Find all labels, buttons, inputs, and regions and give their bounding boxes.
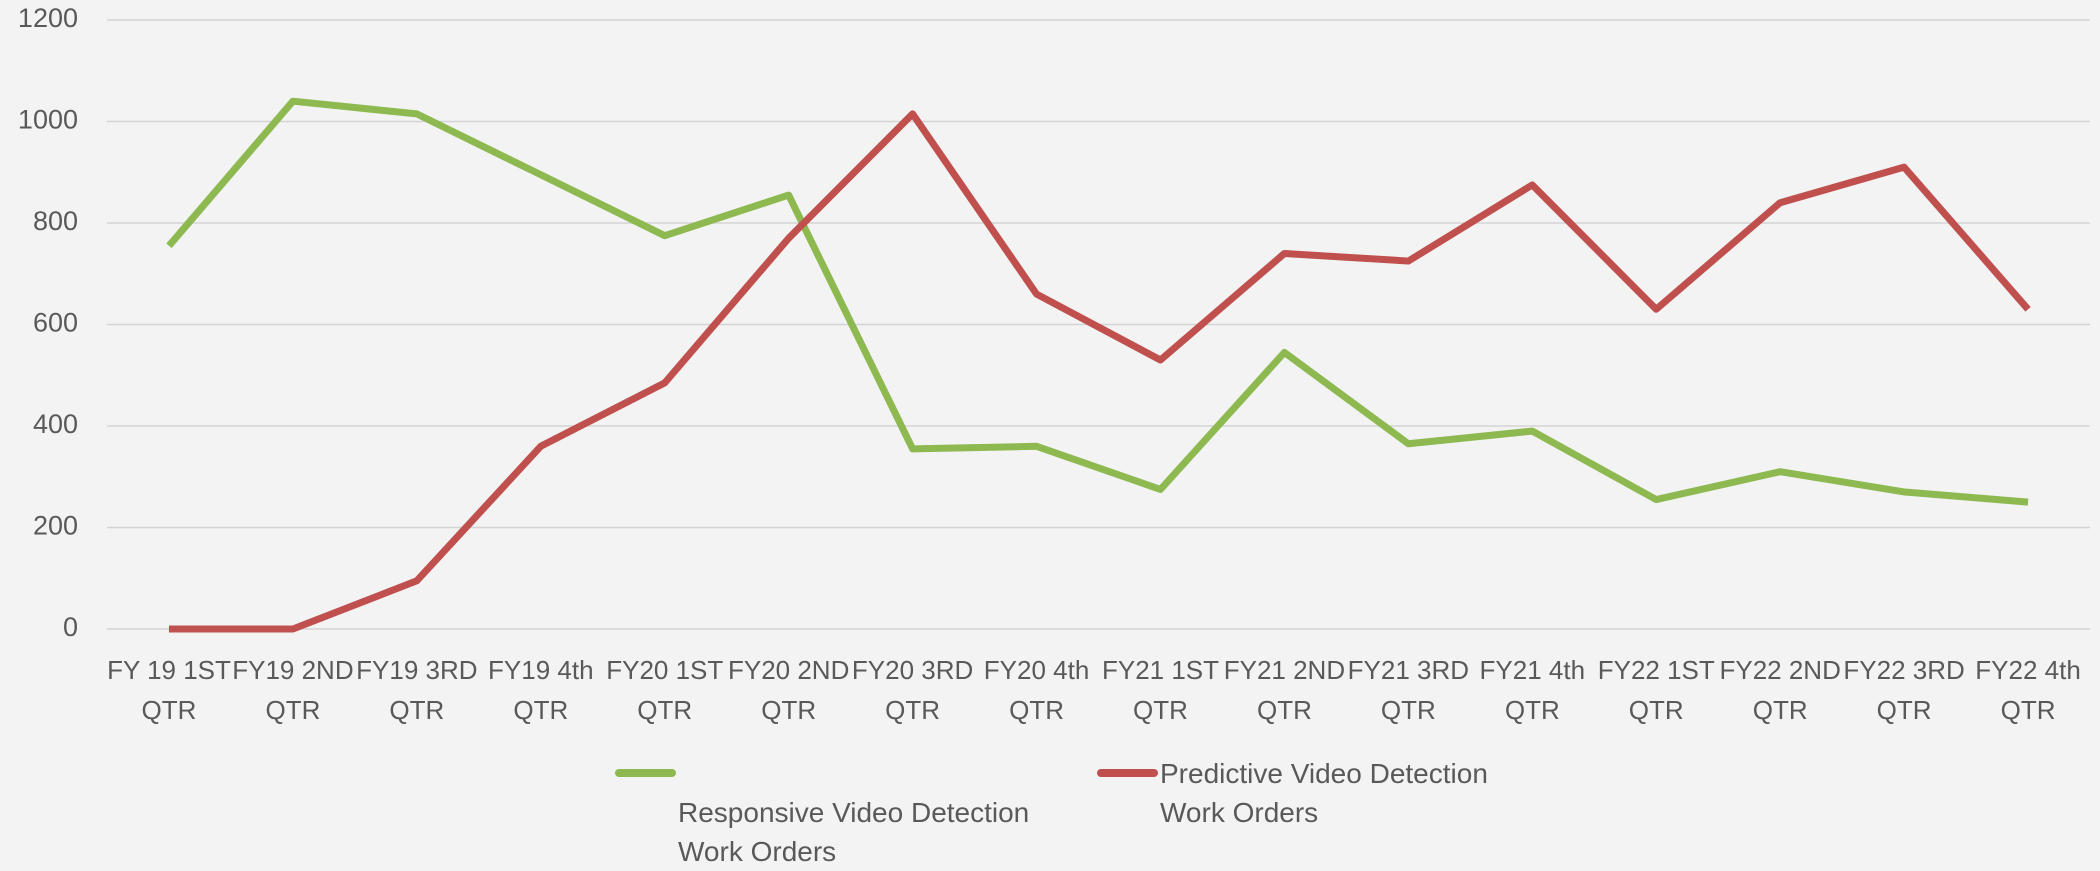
x-tick-label: FY22 2ND QTR [1719,655,1841,725]
x-tick-label: FY20 3RD QTR [851,655,974,725]
x-tick-label: FY22 3RD QTR [1843,655,1965,725]
y-tick-label: 600 [33,308,78,338]
x-tick-label: FY21 1ST QTR [1101,655,1220,725]
x-tick-label: FY21 3RD QTR [1347,655,1470,725]
x-tick-label: FY21 2ND QTR [1223,655,1346,725]
y-tick-label: 800 [33,206,78,236]
x-tick-label: FY20 2ND QTR [727,655,850,725]
x-tick-label: FY19 3RD QTR [356,655,478,725]
x-tick-label: FY20 1ST QTR [606,655,724,725]
x-tick-label: FY22 4th QTR [1975,655,2081,725]
y-tick-label: 1000 [18,105,78,135]
y-tick-label: 1200 [18,3,78,33]
x-tick-label: FY22 1ST QTR [1597,655,1715,725]
y-tick-label: 400 [33,409,78,439]
series-line [166,97,2029,506]
legend-label: Responsive Video Detection Work Orders [678,797,1030,867]
x-tick-label: FY20 4th QTR [983,655,1090,725]
y-tick-label: 0 [63,612,78,642]
legend-label: Predictive Video Detection Work Orders [1160,758,1488,828]
x-tick-label: FY19 2ND QTR [232,655,354,725]
x-tick-label: FY21 4th QTR [1479,655,1586,725]
y-tick-label: 200 [33,511,78,541]
series-line [168,110,2031,633]
x-tick-label: FY19 4th QTR [488,655,594,725]
x-tick-label: FY 19 1ST QTR [107,655,231,725]
